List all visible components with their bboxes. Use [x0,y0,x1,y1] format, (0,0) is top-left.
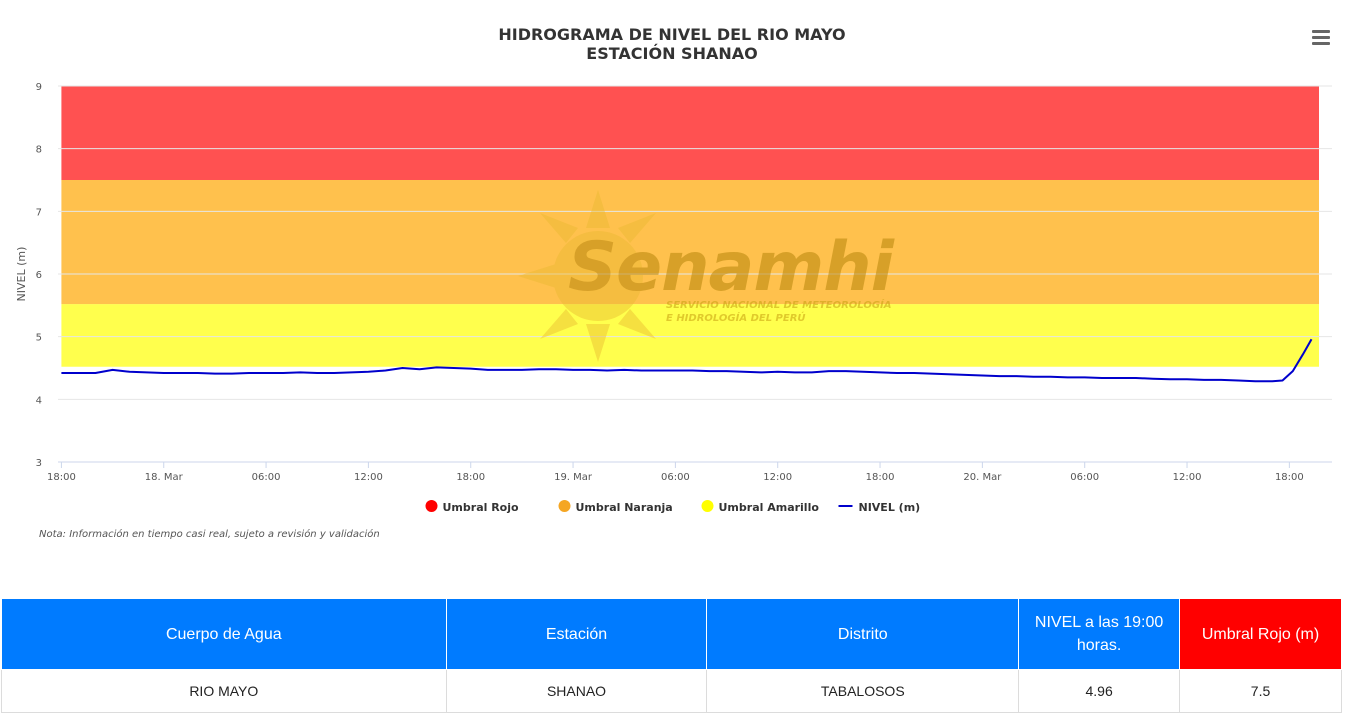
legend-symbol-dot [425,500,438,512]
x-tick-label: 06:00 [661,472,690,483]
legend-symbol-dot [701,500,714,512]
y-tick-label: 9 [36,82,42,93]
series-line-nivel [61,338,1313,383]
header-distrito: Distrito [706,598,1020,670]
station-info-table: Cuerpo de Agua Estación Distrito NIVEL a… [1,598,1342,713]
legend-symbol-dot [558,500,571,512]
header-estacion: Estación [445,598,708,670]
chart-legend: Umbral Rojo Umbral Naranja Umbral Amarillo… [425,500,921,514]
table-row: RIO MAYO SHANAO TABALOSOS 4.96 7.5 [1,669,1342,713]
header-nivel: NIVEL a las 19:00 horas. [1018,598,1181,670]
legend-label: Umbral Amarillo [719,501,820,514]
chart-note: Nota: Información en tiempo casi real, s… [39,529,380,540]
y-tick-label: 6 [36,270,42,281]
x-tick-label: 06:00 [1070,472,1099,483]
y-tick-label: 3 [36,458,42,469]
chart-subtitle: ESTACIÓN SHANAO [586,44,757,63]
y-tick-label: 5 [36,333,42,344]
band-umbral-amarillo [61,304,1319,367]
cell-distrito: TABALOSOS [706,669,1020,713]
cell-estacion: SHANAO [445,669,708,713]
y-tick-label: 7 [36,207,42,218]
x-axis-ticks: 18:00 18. Mar 06:00 12:00 18:00 19. Mar 06:00 1… [47,461,1332,483]
x-tick-label: 12:00 [1173,472,1202,483]
cell-cuerpo-de-agua: RIO MAYO [1,669,447,713]
y-tick-label: 8 [36,145,42,156]
band-umbral-rojo [61,86,1319,180]
y-axis-ticks: 3 4 5 6 7 8 9 [36,82,42,469]
x-tick-label: 06:00 [252,472,281,483]
legend-label: Umbral Rojo [443,501,520,514]
y-tick-label: 4 [36,395,42,406]
header-cuerpo-de-agua: Cuerpo de Agua [1,598,447,670]
cell-umbral-rojo: 7.5 [1179,669,1342,713]
band-umbral-naranja [61,180,1319,305]
legend-label: Umbral Naranja [576,501,673,514]
x-tick-label: 18:00 [456,472,485,483]
x-tick-label: 18:00 [1275,472,1304,483]
threshold-bands [61,86,1319,367]
grid-lines [58,85,1332,463]
table-header-row: Cuerpo de Agua Estación Distrito NIVEL a… [1,598,1342,670]
x-tick-label: 18:00 [866,472,895,483]
legend-label: NIVEL (m) [859,501,921,514]
chart-title: HIDROGRAMA DE NIVEL DEL RIO MAYO [498,25,845,44]
hydrograph-chart: HIDROGRAMA DE NIVEL DEL RIO MAYO ESTACIÓ… [15,25,1332,540]
header-umbral-rojo: Umbral Rojo (m) [1179,598,1342,670]
x-tick-label: 12:00 [354,472,383,483]
x-tick-label: 18:00 [47,472,76,483]
x-tick-label: 18. Mar [145,472,184,483]
chart-svg: HIDROGRAMA DE NIVEL DEL RIO MAYO ESTACIÓ… [15,25,1332,514]
y-axis-label: NIVEL (m) [15,247,28,302]
x-tick-label: 20. Mar [963,472,1002,483]
x-tick-label: 19. Mar [554,472,593,483]
x-tick-label: 12:00 [763,472,792,483]
cell-nivel: 4.96 [1018,669,1181,713]
hamburger-icon[interactable] [1312,30,1330,46]
series-layer [61,338,1313,383]
